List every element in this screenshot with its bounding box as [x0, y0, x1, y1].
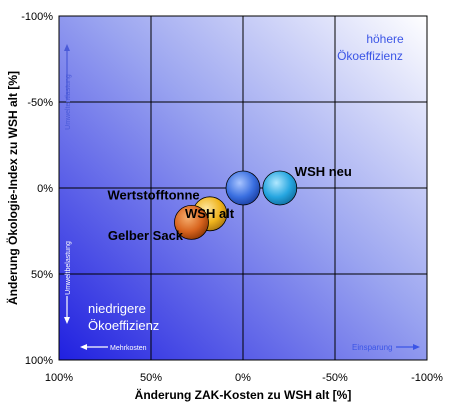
point-label-wsh-neu: WSH neu	[295, 164, 352, 179]
annotation-higher-eco: höhere	[366, 32, 404, 46]
y-tick-label: 0%	[37, 183, 53, 195]
y-tick-label: -100%	[21, 11, 53, 23]
y-tick-label: 100%	[25, 355, 53, 367]
x-tick-labels: 100% 50% 0% -50% -100%	[45, 372, 443, 384]
label-environmental-relief: Umweltentlastung	[65, 74, 72, 130]
label-savings: Einsparung	[352, 343, 392, 352]
point-wsh-neu	[262, 170, 298, 206]
annotation-lower-eco: niedrigere	[88, 301, 146, 316]
y-axis-title: Änderung Ökologie-Index zu WSH alt [%]	[5, 71, 20, 305]
x-tick-label: -50%	[322, 372, 348, 384]
label-environmental-burden: Umweltbelastung	[65, 241, 72, 295]
point-label-wertstofftonne: Wertstofftonne	[107, 187, 199, 202]
annotation-lower-eco-2: Ökoeffizienz	[88, 318, 159, 333]
arrow-up	[64, 44, 70, 100]
y-tick-labels: -100% -50% 0% 50% 100%	[21, 11, 53, 367]
y-tick-label: 50%	[31, 269, 53, 281]
point-wsh-alt	[225, 170, 261, 206]
x-axis-title: Änderung ZAK-Kosten zu WSH alt [%]	[135, 387, 352, 402]
point-label-wsh-alt: WSH alt	[185, 206, 235, 221]
arrow-down	[64, 296, 70, 324]
x-tick-label: 50%	[140, 372, 162, 384]
annotation-higher-eco-2: Ökoeffizienz	[337, 49, 403, 63]
arrow-left	[80, 344, 108, 350]
label-additional-costs: Mehrkosten	[110, 345, 147, 352]
arrow-right	[396, 344, 420, 350]
point-wertstofftonne	[174, 204, 209, 240]
point-label-gelber-sack: Gelber Sack	[108, 228, 184, 243]
plot-border	[58, 15, 428, 361]
scatter-points	[174, 170, 298, 240]
x-tick-label: 0%	[235, 372, 251, 384]
x-tick-label: -100%	[411, 372, 443, 384]
y-tick-label: -50%	[27, 97, 53, 109]
x-tick-label: 100%	[45, 372, 73, 384]
